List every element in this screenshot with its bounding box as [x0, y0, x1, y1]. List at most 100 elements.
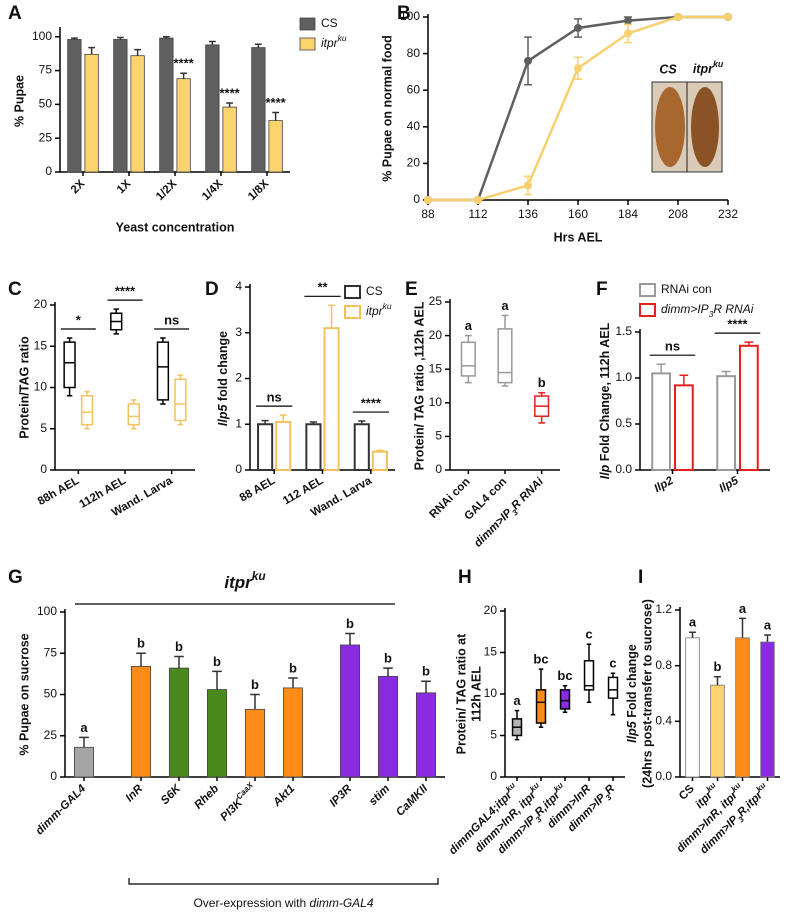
x-tick-label: 88h AEL [36, 475, 81, 508]
y-tick-label: 0.0 [615, 462, 632, 476]
significance-label: a [739, 601, 747, 616]
legend-swatch [639, 283, 656, 297]
y-tick-label: 15 [429, 361, 443, 375]
text-part: ku [338, 33, 347, 43]
panel-letter: H [458, 567, 472, 588]
text-part: Ilp5 [625, 720, 639, 743]
y-tick-label: 25 [44, 728, 58, 742]
text-part: dimm-GAL4 [310, 896, 374, 910]
box [607, 676, 619, 699]
x-tick-label: 160 [568, 207, 588, 221]
error-bar [71, 37, 78, 40]
x-tick-label: stim [367, 783, 392, 808]
box [535, 689, 547, 724]
y-axis-label: % Pupae on sucrose [17, 633, 31, 755]
data-point [574, 23, 582, 32]
bar [371, 450, 388, 472]
significance-label: **** [727, 317, 748, 332]
bar [73, 746, 95, 778]
significance-label: ns [164, 312, 179, 327]
error-bar [180, 72, 187, 79]
significance-label: **** [115, 284, 136, 299]
significance-label: c [585, 627, 592, 642]
error-bar [174, 655, 184, 669]
box [174, 378, 187, 422]
x-tick-label: 1/4X [200, 178, 225, 203]
x-tick-label: 232 [718, 207, 738, 221]
bar [275, 420, 292, 471]
y-tick-label: 5 [40, 421, 47, 435]
significance-label: b [422, 664, 430, 679]
x-tick-label: S6K [159, 782, 184, 807]
x-tick-label: 112 [468, 207, 487, 221]
box [156, 341, 170, 401]
bar [222, 106, 237, 173]
bar [176, 78, 191, 173]
text-part: InR [124, 782, 146, 804]
bar [251, 47, 266, 173]
y-tick-label: 2 [235, 371, 242, 385]
significance-label: b [346, 616, 354, 631]
y-tick-label: 100 [32, 29, 52, 43]
error-bar [212, 670, 222, 690]
bar [353, 423, 370, 471]
text-part: Over-expression with [193, 896, 309, 910]
error-bar [288, 677, 298, 688]
error-bar [255, 43, 262, 48]
bar [415, 692, 437, 778]
bar [651, 372, 671, 471]
x-tick-label: 136 [518, 207, 538, 221]
error-bar [279, 414, 287, 422]
box [63, 341, 76, 389]
significance-label: c [609, 656, 616, 671]
legend-label: CS [321, 16, 338, 30]
bar [257, 423, 274, 471]
y-tick-label: 75 [44, 645, 58, 659]
text-part: itpr [366, 304, 384, 318]
box [583, 660, 595, 691]
y-axis-label: Ilp Fold Change, 112h AEL [598, 322, 612, 479]
error-bar [309, 421, 317, 425]
box [497, 328, 513, 384]
y-tick-label: 100 [400, 9, 420, 23]
text-part: dimm>IP [661, 302, 709, 316]
bar [685, 637, 700, 778]
text-part: Fold Change, 112h AEL [598, 322, 612, 464]
bar [130, 666, 152, 778]
error-bar [744, 341, 754, 346]
panel-letter: A [8, 3, 22, 24]
x-tick-label: 184 [618, 207, 638, 221]
bar [339, 644, 361, 778]
y-tick-label: 0 [40, 462, 47, 476]
significance-label: **** [220, 85, 241, 100]
error-bar [134, 48, 141, 56]
error-bar [250, 693, 260, 710]
panel-letter: D [205, 279, 219, 300]
y-axis-label: Protein/ TAG ratio at [454, 633, 468, 754]
y-tick-label: 15 [34, 338, 48, 352]
data-point [624, 16, 632, 25]
text-part: ku [713, 59, 724, 69]
x-tick-label: InR [124, 782, 146, 804]
y-tick-label: 100 [37, 604, 57, 618]
data-point [524, 56, 532, 65]
text-part: itpr [693, 62, 714, 76]
data-point [424, 196, 432, 204]
box [127, 403, 140, 426]
text-part: 3 [604, 792, 614, 802]
box [80, 395, 94, 426]
error-bar [383, 667, 393, 677]
y-tick-label: 10 [484, 686, 498, 700]
error-bar [714, 676, 721, 686]
y-axis-label: % Pupae on normal food [380, 35, 394, 182]
y-tick-label: 0 [45, 164, 52, 178]
error-bar [272, 111, 279, 121]
bar [716, 375, 736, 471]
pupa [691, 87, 719, 167]
bar [323, 327, 340, 471]
significance-label: b [714, 659, 722, 674]
significance-label: b [175, 639, 183, 654]
error-bar [764, 634, 771, 643]
y-axis-label: Protein/TAG ratio [17, 336, 31, 439]
legend-label: dimm>IP3R RNAi [661, 302, 754, 319]
